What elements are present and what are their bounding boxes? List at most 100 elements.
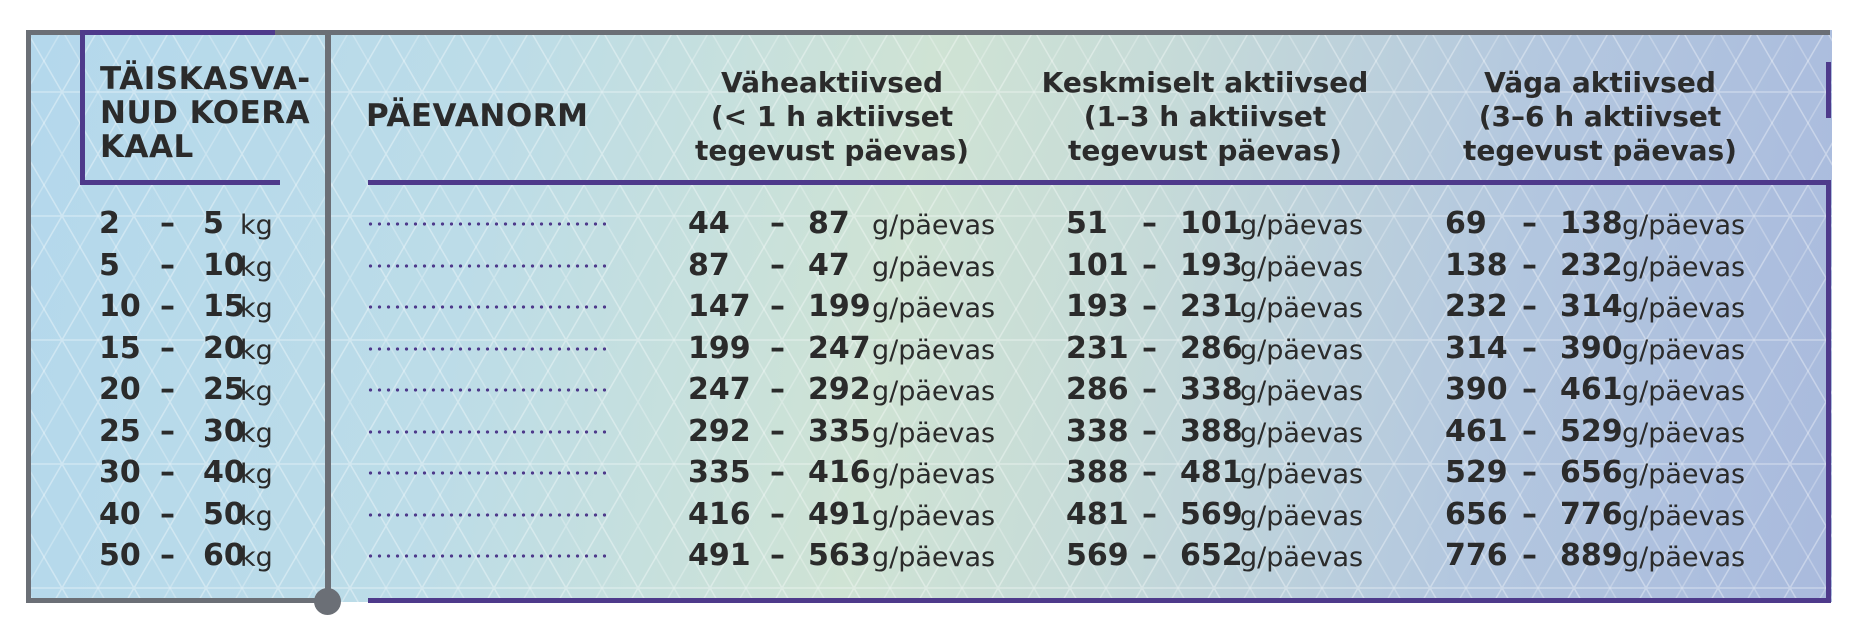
weight-unit: kg bbox=[240, 417, 273, 449]
weight-header-box-top bbox=[80, 30, 275, 35]
table-row: 50–60 kg 491–563 g/päevas 569–652 g/päevas 776… bbox=[0, 535, 1858, 576]
range-dash: – bbox=[1142, 206, 1157, 241]
right-border bbox=[1826, 180, 1831, 603]
weight-to: 60 bbox=[203, 538, 245, 573]
portion-from: 529 bbox=[1445, 455, 1508, 490]
weight-to: 5 bbox=[203, 206, 224, 241]
table-row: 40–50 kg 416–491 g/päevas 481–569 g/päevas 656… bbox=[0, 494, 1858, 535]
portion-unit: g/päevas bbox=[872, 293, 996, 324]
portion-from: 416 bbox=[688, 496, 751, 532]
range-dash: – bbox=[770, 330, 785, 366]
portion-unit: g/päevas bbox=[1622, 500, 1746, 532]
range-dash: – bbox=[160, 289, 175, 324]
weight-column-title: TÄISKASVA- NUD KOERA KAAL bbox=[100, 62, 330, 164]
weight-from: 50 bbox=[99, 538, 141, 573]
table-row: 20–25 kg 247–292 g/päevas 286–338 g/päevas 390… bbox=[0, 369, 1858, 410]
range-dash: – bbox=[1522, 455, 1537, 490]
portion-to: 776 bbox=[1560, 496, 1623, 532]
portion-to: 292 bbox=[808, 372, 871, 407]
range-dash: – bbox=[1142, 289, 1157, 324]
portion-unit: g/päevas bbox=[1622, 210, 1746, 241]
weight-to: 15 bbox=[203, 289, 245, 324]
portion-from: 138 bbox=[1445, 247, 1508, 283]
range-dash: – bbox=[160, 206, 175, 241]
portion-unit: g/päevas bbox=[1622, 459, 1746, 490]
portion-unit: g/päevas bbox=[1240, 251, 1364, 283]
weight-unit: kg bbox=[240, 459, 273, 490]
range-dash: – bbox=[160, 455, 175, 490]
dotted-leader bbox=[366, 554, 606, 558]
weight-from: 2 bbox=[99, 206, 120, 241]
portion-unit: g/päevas bbox=[1622, 334, 1746, 366]
dotted-leader bbox=[366, 471, 606, 475]
portion-to: 563 bbox=[808, 538, 871, 573]
portion-unit: g/päevas bbox=[1240, 459, 1364, 490]
portion-unit: g/päevas bbox=[1240, 542, 1364, 573]
weight-from: 10 bbox=[99, 289, 141, 324]
portion-from: 335 bbox=[688, 455, 751, 490]
divider-dot bbox=[314, 588, 341, 615]
portion-to: 529 bbox=[1560, 413, 1623, 449]
portion-unit: g/päevas bbox=[1622, 251, 1746, 283]
portion-unit: g/päevas bbox=[1240, 210, 1364, 241]
column-divider bbox=[325, 30, 331, 602]
column-header-line: tegevust päevas) bbox=[1463, 134, 1737, 167]
header-underline bbox=[368, 180, 1830, 185]
range-dash: – bbox=[770, 538, 785, 573]
column-header-line: Väheaktiivsed bbox=[720, 66, 943, 99]
table-row: 10–15 kg 147–199 g/päevas 193–231 g/päevas 232… bbox=[0, 286, 1858, 327]
portion-to: 87 bbox=[808, 206, 850, 241]
portion-to: 101 bbox=[1180, 206, 1243, 241]
weight-unit: kg bbox=[240, 376, 273, 407]
weight-from: 40 bbox=[99, 496, 141, 532]
range-dash: – bbox=[1522, 289, 1537, 324]
range-dash: – bbox=[160, 413, 175, 449]
range-dash: – bbox=[160, 372, 175, 407]
portion-to: 652 bbox=[1180, 538, 1243, 573]
portion-unit: g/päevas bbox=[1240, 376, 1364, 407]
portion-unit: g/päevas bbox=[872, 542, 996, 573]
range-dash: – bbox=[160, 538, 175, 573]
weight-from: 30 bbox=[99, 455, 141, 490]
top-border bbox=[26, 30, 1830, 35]
range-dash: – bbox=[1142, 247, 1157, 283]
range-dash: – bbox=[1142, 455, 1157, 490]
table-row: 5–10 kg 87–47 g/päevas 101–193 g/päevas 138–23… bbox=[0, 245, 1858, 286]
portion-to: 461 bbox=[1560, 372, 1623, 407]
portion-to: 390 bbox=[1560, 330, 1623, 366]
range-dash: – bbox=[1142, 496, 1157, 532]
range-dash: – bbox=[160, 496, 175, 532]
column-header-low-activity: Väheaktiivsed (< 1 h aktiivset tegevust … bbox=[672, 66, 992, 168]
range-dash: – bbox=[770, 289, 785, 324]
portion-to: 193 bbox=[1180, 247, 1243, 283]
portion-from: 232 bbox=[1445, 289, 1508, 324]
portion-unit: g/päevas bbox=[1622, 376, 1746, 407]
portion-to: 569 bbox=[1180, 496, 1243, 532]
portion-unit: g/päevas bbox=[1240, 293, 1364, 324]
range-dash: – bbox=[770, 455, 785, 490]
column-header-line: Keskmiselt aktiivsed bbox=[1041, 66, 1369, 99]
column-header-line: (1–3 h aktiivset bbox=[1083, 100, 1327, 133]
portion-to: 335 bbox=[808, 413, 871, 449]
portion-to: 247 bbox=[808, 330, 871, 366]
weight-to: 10 bbox=[203, 247, 245, 283]
portion-from: 199 bbox=[688, 330, 751, 366]
daily-norm-title: PÄEVANORM bbox=[366, 98, 589, 134]
portion-to: 481 bbox=[1180, 455, 1243, 490]
portion-from: 44 bbox=[688, 206, 730, 241]
portion-from: 193 bbox=[1066, 289, 1129, 324]
range-dash: – bbox=[770, 206, 785, 241]
dotted-leader bbox=[366, 346, 606, 351]
portion-from: 292 bbox=[688, 413, 751, 449]
portion-from: 390 bbox=[1445, 372, 1508, 407]
dotted-leader bbox=[366, 512, 606, 517]
column-header-line: (3–6 h aktiivset bbox=[1478, 100, 1722, 133]
portion-unit: g/päevas bbox=[872, 210, 996, 241]
portion-to: 416 bbox=[808, 455, 871, 490]
portion-from: 776 bbox=[1445, 538, 1508, 573]
portion-from: 481 bbox=[1066, 496, 1129, 532]
portion-from: 569 bbox=[1066, 538, 1129, 573]
column-header-line: (< 1 h aktiivset bbox=[710, 100, 954, 133]
column-header-high-activity: Väga aktiivsed (3–6 h aktiivset tegevust… bbox=[1450, 66, 1750, 168]
portion-to: 199 bbox=[808, 289, 871, 324]
